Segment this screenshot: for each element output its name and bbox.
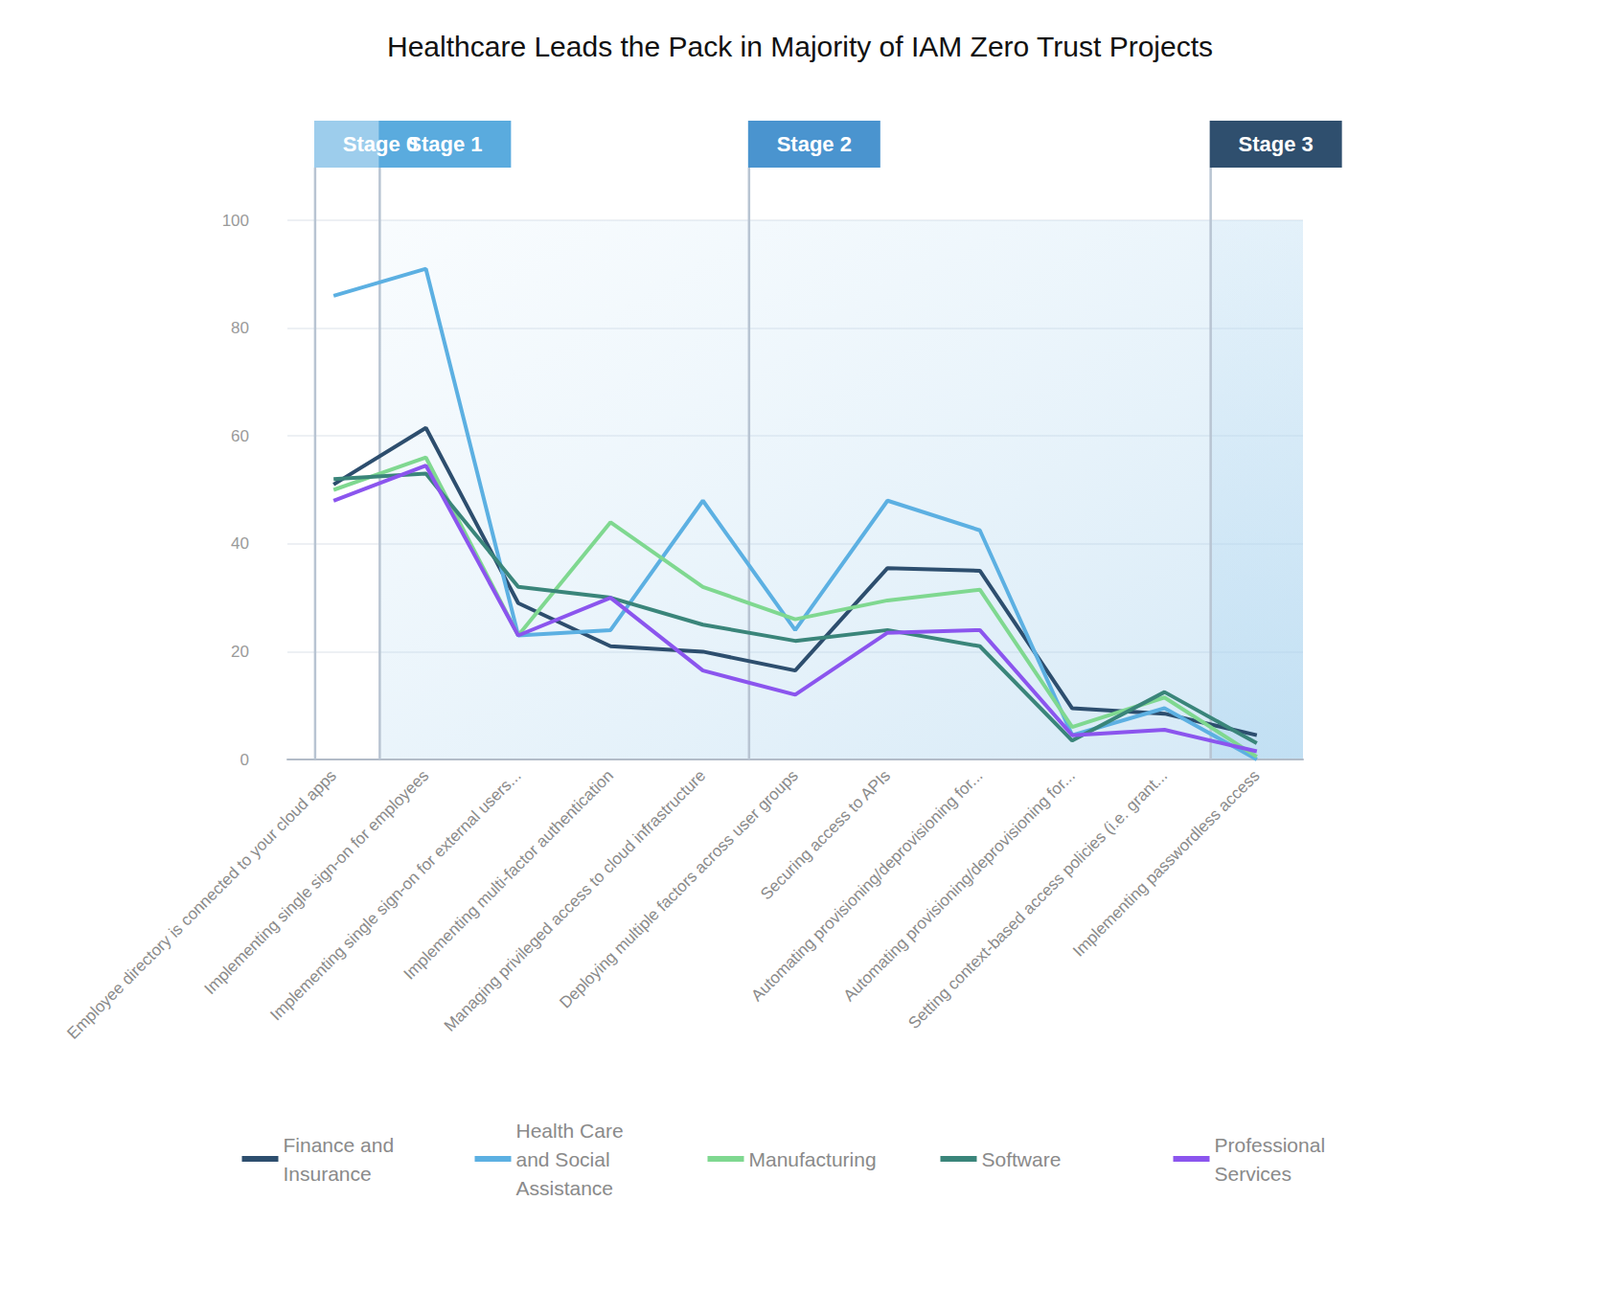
svg-text:Professional: Professional xyxy=(1214,1134,1331,1157)
svg-text:Implementing single sign-on fo: Implementing single sign-on for employee… xyxy=(200,766,433,999)
svg-text:Securing access to APIs: Securing access to APIs xyxy=(756,766,894,904)
svg-text:80: 80 xyxy=(230,319,250,338)
svg-text:Implementing passwordless acce: Implementing passwordless access xyxy=(1069,766,1263,960)
svg-text:Manufacturing: Manufacturing xyxy=(749,1148,877,1171)
svg-text:Software: Software xyxy=(982,1148,1062,1171)
svg-text:Health Care: Health Care xyxy=(516,1120,630,1143)
svg-text:Services: Services xyxy=(1214,1163,1293,1186)
svg-text:Implementing multi-factor auth: Implementing multi-factor authentication xyxy=(400,766,618,983)
svg-text:60: 60 xyxy=(230,427,250,446)
svg-text:20: 20 xyxy=(230,642,250,662)
svg-text:Stage 3: Stage 3 xyxy=(1238,132,1314,157)
svg-text:0: 0 xyxy=(240,751,250,770)
svg-text:Healthcare Leads the Pack in M: Healthcare Leads the Pack in Majority of… xyxy=(387,30,1213,63)
svg-text:and Social: and Social xyxy=(516,1148,617,1171)
svg-text:Employee directory is connecte: Employee directory is connected to your … xyxy=(63,766,341,1044)
svg-text:Stage 1: Stage 1 xyxy=(407,132,482,157)
svg-text:Deploying multiple factors acr: Deploying multiple factors across user g… xyxy=(555,766,802,1013)
svg-text:Stage 2: Stage 2 xyxy=(777,132,852,157)
svg-text:Stage 0: Stage 0 xyxy=(342,131,418,156)
svg-text:Finance and: Finance and xyxy=(283,1134,400,1157)
svg-text:Managing privileged access to: Managing privileged access to cloud infr… xyxy=(440,766,710,1036)
svg-text:40: 40 xyxy=(230,534,250,553)
svg-text:Implementing single sign-on fo: Implementing single sign-on for external… xyxy=(266,766,525,1025)
svg-text:Assistance: Assistance xyxy=(516,1177,615,1200)
svg-text:100: 100 xyxy=(222,211,250,230)
svg-text:Insurance: Insurance xyxy=(283,1163,372,1186)
svg-text:Automating provisioning/deprov: Automating provisioning/deprovisioning f… xyxy=(747,766,987,1006)
svg-text:Setting context-based access p: Setting context-based access policies (i… xyxy=(904,766,1171,1033)
